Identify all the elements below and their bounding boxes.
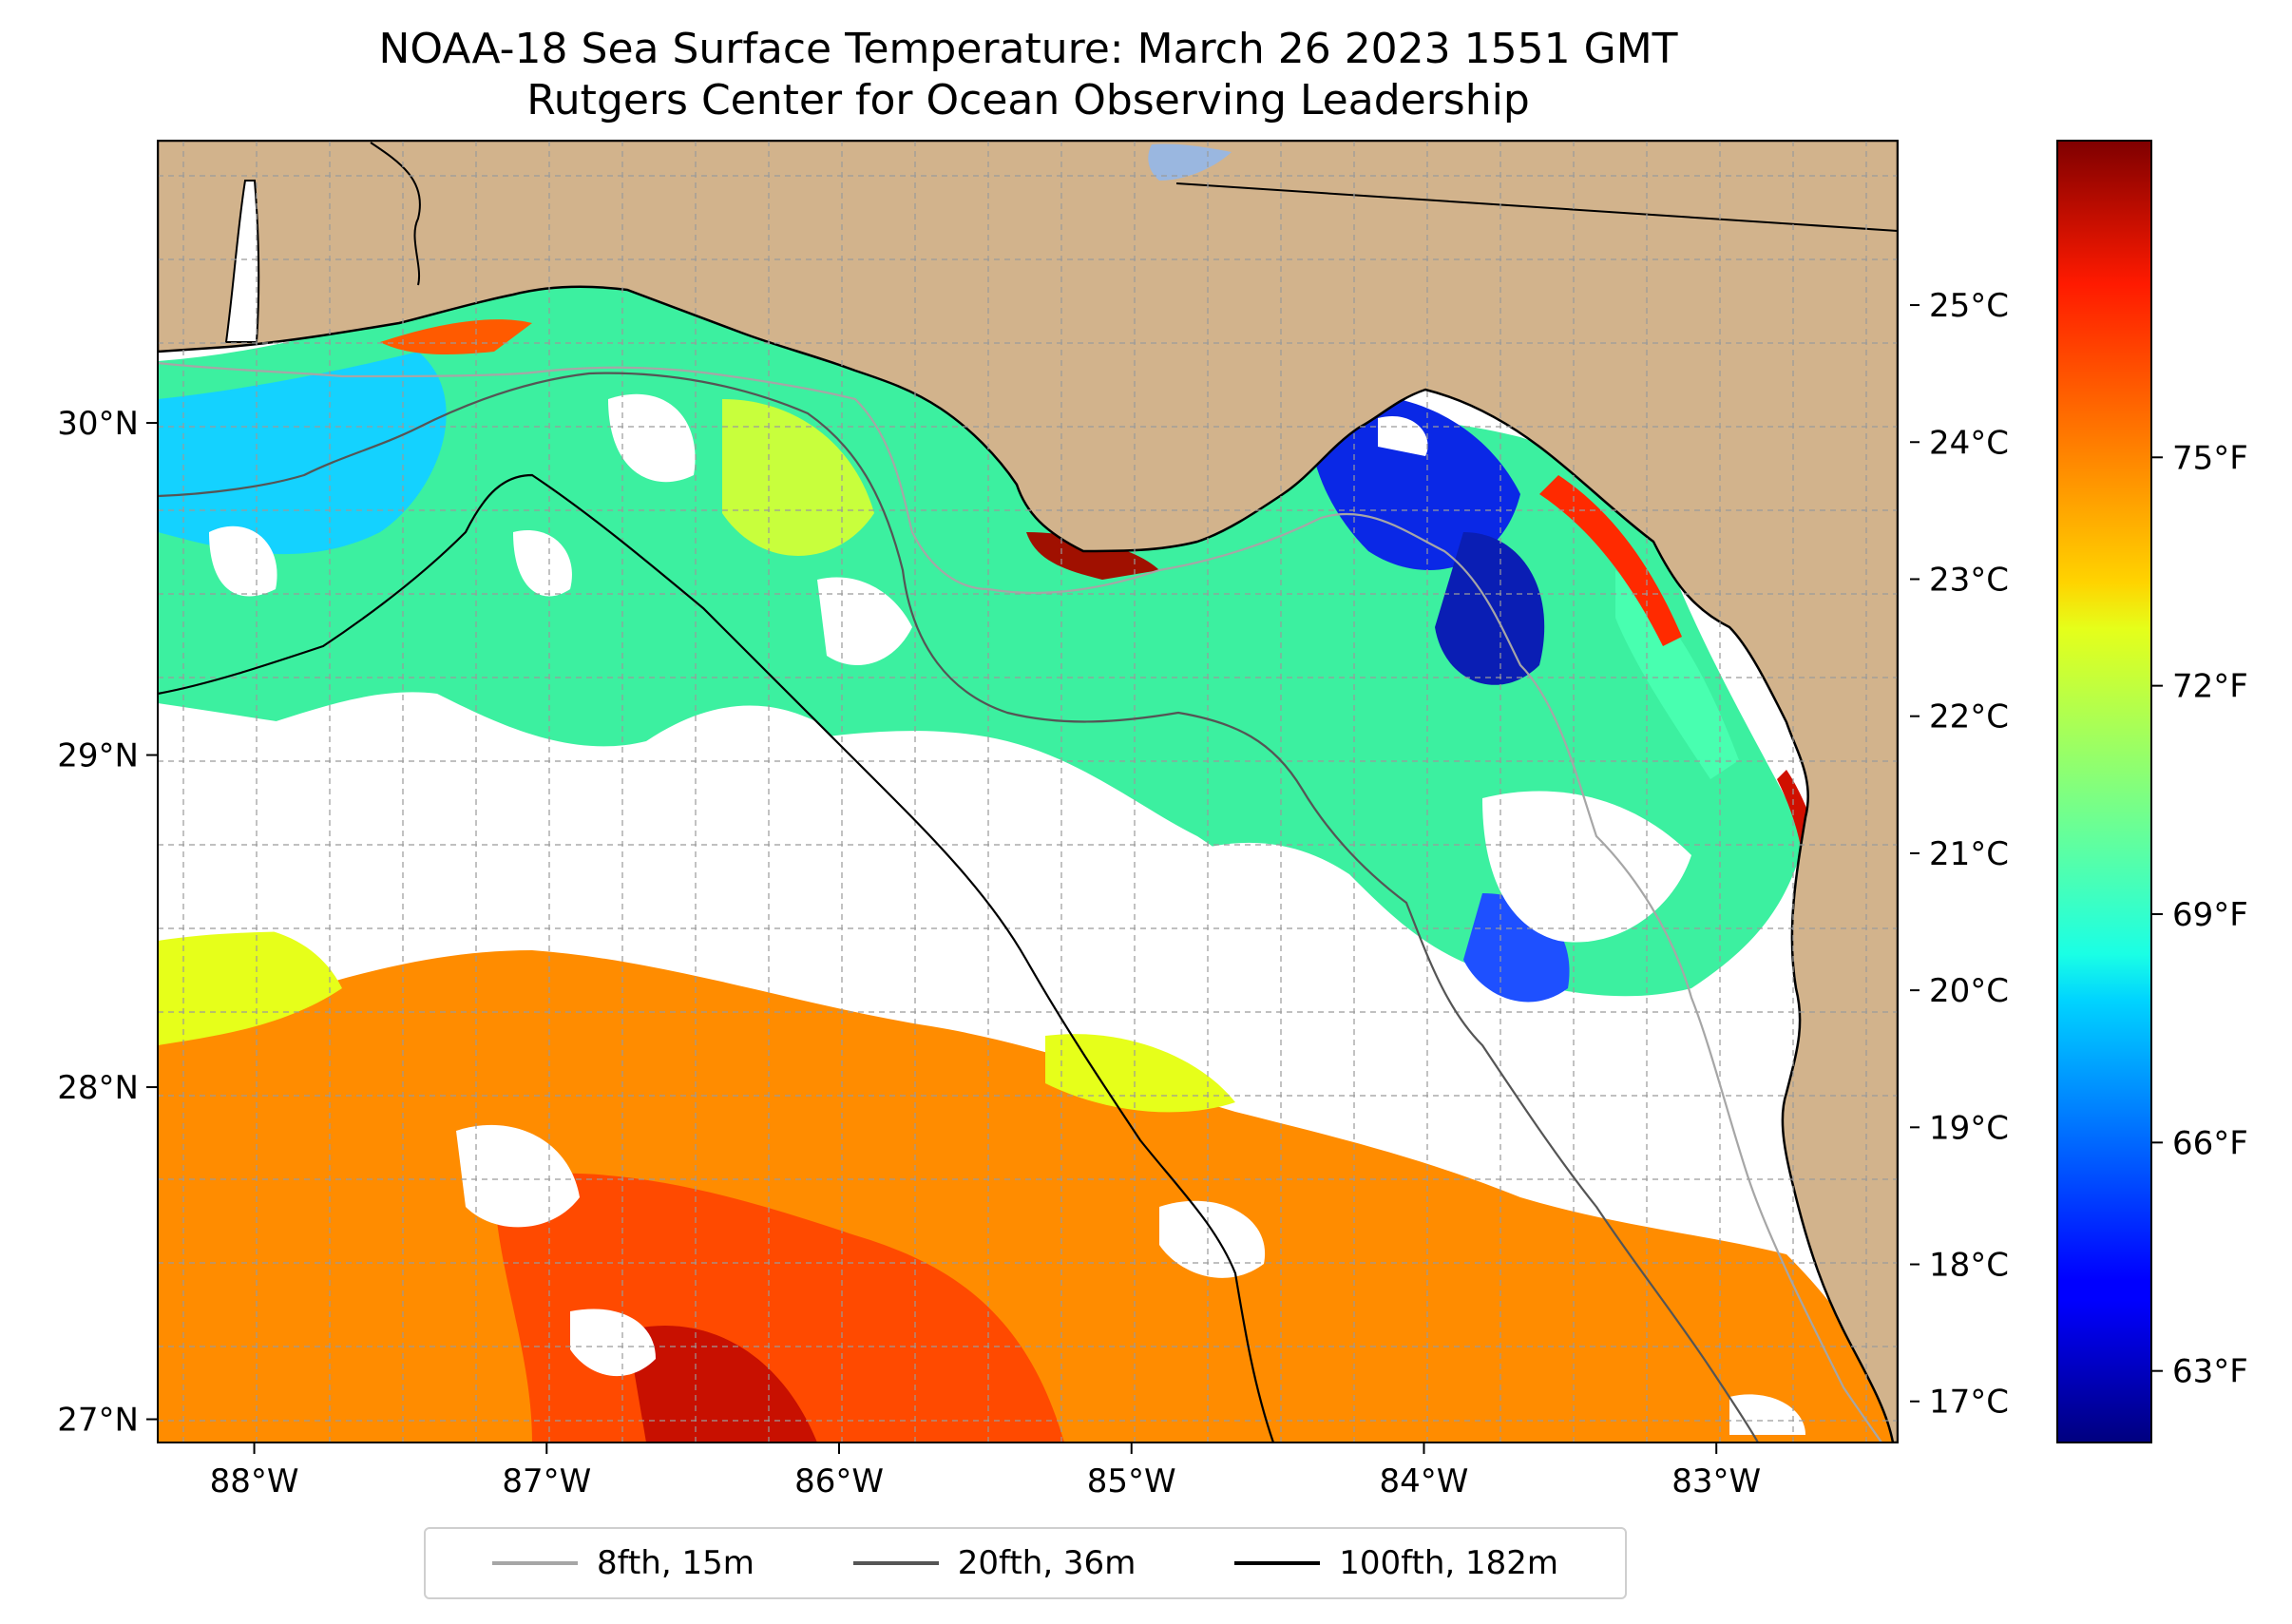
cold-water-core — [1435, 532, 1545, 685]
celsius-tick-label: 23°C — [1929, 561, 2009, 599]
colorbar-fahrenheit-axis: 63°F 66°F 69°F 72°F 75°F — [2151, 439, 2248, 1391]
contour-20fth — [158, 372, 1759, 1442]
celsius-tick-label: 18°C — [1929, 1247, 2009, 1285]
lon-tick-label: 88°W — [210, 1462, 299, 1500]
map-panel — [158, 141, 1898, 1442]
celsius-tick-label: 22°C — [1929, 698, 2009, 736]
cloud-gap-central — [158, 703, 1463, 1058]
cloud-gap-4 — [209, 525, 277, 597]
colorbar-celsius-axis: 17°C 18°C 19°C 20°C 21°C 22°C 23°C 24°C 25°C — [1910, 287, 2009, 1422]
lon-tick-label: 84°W — [1380, 1462, 1469, 1500]
cloud-gap-10 — [158, 834, 220, 905]
state-boundary-north — [1175, 182, 1898, 232]
fahrenheit-tick-label: 66°F — [2172, 1124, 2248, 1162]
lat-tick-label: 30°N — [57, 405, 139, 443]
lat-tick-label: 27°N — [57, 1402, 139, 1440]
legend-swatch-100fth — [1234, 1561, 1321, 1565]
legend-label-100fth: 100fth, 182m — [1339, 1544, 1559, 1582]
contour-8fth — [158, 361, 1882, 1442]
legend: 8fth, 15m 20fth, 36m 100fth, 182m — [424, 1527, 1627, 1599]
lon-tick-label: 86°W — [794, 1462, 884, 1500]
fahrenheit-tick-label: 72°F — [2172, 668, 2248, 706]
cloud-gap-2 — [513, 530, 572, 597]
fahrenheit-tick-label: 75°F — [2172, 439, 2248, 477]
map-frame — [157, 140, 1899, 1443]
legend-swatch-8fth — [491, 1561, 578, 1565]
legend-item-8fth: 8fth, 15m — [491, 1544, 754, 1582]
land — [158, 141, 1898, 1442]
warm-estuary-patch — [380, 319, 532, 354]
lime-patch-center — [722, 399, 874, 556]
state-boundary-west — [370, 142, 421, 286]
legend-label-8fth: 8fth, 15m — [596, 1544, 754, 1582]
fahrenheit-tick-label: 69°F — [2172, 896, 2248, 934]
fahrenheit-tick-label: 63°F — [2172, 1353, 2248, 1391]
title-line-1: NOAA-18 Sea Surface Temperature: March 2… — [378, 25, 1677, 73]
contour-100fth — [158, 473, 1275, 1442]
celsius-tick-label: 21°C — [1929, 835, 2009, 873]
yellow-patch-west — [158, 924, 342, 1045]
lon-tick-label: 85°W — [1087, 1462, 1176, 1500]
celsius-tick-label: 17°C — [1929, 1384, 2009, 1422]
cloud-gap-7 — [570, 1309, 656, 1377]
cloud-gap-1 — [817, 577, 912, 665]
cold-water-north — [1309, 393, 1520, 570]
lat-tick-label: 28°N — [57, 1069, 139, 1107]
legend-swatch-20fth — [852, 1561, 939, 1565]
longitude-axis: 88°W 87°W 86°W 85°W 84°W 83°W — [210, 1442, 1761, 1500]
celsius-tick-label: 25°C — [1929, 287, 2009, 325]
cloud-gap-east — [1482, 791, 1691, 943]
lon-tick-label: 83°W — [1671, 1462, 1761, 1500]
cyan-patch-west — [158, 352, 447, 555]
colorbar — [2056, 140, 2152, 1443]
hottest-water-region — [627, 1325, 817, 1442]
lon-tick-label: 87°W — [502, 1462, 591, 1500]
latitude-axis: 27°N 28°N 29°N 30°N — [57, 405, 158, 1440]
cloud-gap-8 — [1159, 1200, 1266, 1278]
lake — [1148, 143, 1232, 181]
celsius-tick-label: 19°C — [1929, 1109, 2009, 1147]
title-line-2: Rutgers Center for Ocean Observing Leade… — [526, 76, 1530, 124]
cloud-gap-3 — [608, 393, 696, 483]
celsius-tick-label: 20°C — [1929, 972, 2009, 1010]
celsius-tick-label: 24°C — [1929, 424, 2009, 462]
sst-field — [158, 277, 1898, 1442]
gridlines — [158, 141, 1898, 1442]
lat-tick-label: 29°N — [57, 737, 139, 775]
legend-label-20fth: 20fth, 36m — [957, 1544, 1136, 1582]
yellow-patch-center — [1045, 1034, 1235, 1113]
coastline-land — [158, 141, 1898, 1442]
legend-item-100fth: 100fth, 182m — [1234, 1544, 1558, 1582]
legend-item-20fth: 20fth, 36m — [852, 1544, 1136, 1582]
bay-inlet — [224, 180, 260, 343]
warm-bay-patch — [1026, 532, 1159, 580]
